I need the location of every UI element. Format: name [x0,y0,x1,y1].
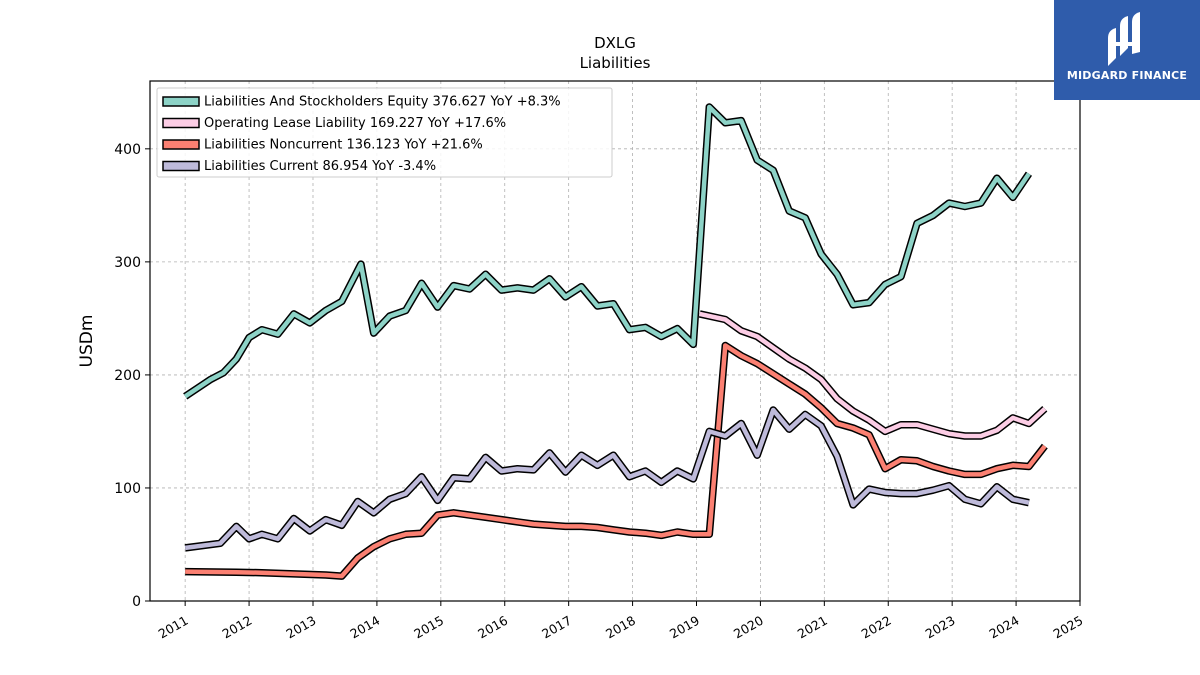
legend: Liabilities And Stockholders Equity 376.… [156,87,613,178]
legend-swatch [162,117,200,129]
midgard-finance-logo: MIDGARD FINANCE [1054,0,1200,100]
series-line-3 [184,406,1030,552]
y-tick-label: 200 [114,368,141,384]
series-layer [183,103,1048,580]
x-tick-label: 2013 [283,613,318,642]
legend-label: Liabilities Current 86.954 YoY -3.4% [204,159,436,174]
x-tick-label: 2018 [603,613,638,642]
x-tick-label: 2017 [539,613,574,642]
y-axis: 0 100 200 300 400 [114,142,150,610]
series-line-2 [185,341,1048,580]
plot-frame [149,80,1081,602]
x-tick-label: 2021 [795,613,830,642]
y-axis-label: USDm [77,315,97,368]
series-stroke [184,407,1030,551]
series-line-1 [698,310,1048,440]
series-stroke [185,343,1047,579]
y-tick-label: 100 [114,481,141,497]
logo-text: MIDGARD FINANCE [1066,69,1188,82]
legend-label: Liabilities And Stockholders Equity 376.… [204,95,561,110]
x-tick-label: 2016 [475,613,510,642]
legend-label: Operating Lease Liability 169.227 YoY +1… [204,116,506,131]
legend-swatch [162,139,200,150]
y-tick-label: 400 [114,142,141,158]
x-tick-label: 2019 [667,613,702,642]
x-tick-label: 2015 [411,613,446,642]
legend-item: Liabilities And Stockholders Equity 376.… [162,95,561,110]
legend-item: Liabilities Noncurrent 136.123 YoY +21.6… [162,138,483,153]
chart-subtitle: Liabilities [580,54,651,72]
chart-title: DXLG [594,34,636,52]
y-tick-label: 300 [114,255,141,271]
legend-box [156,87,613,178]
x-tick-label: 2012 [220,613,255,642]
x-tick-label: 2011 [156,613,191,642]
legend-swatch [162,160,200,172]
x-tick-label: 2014 [347,613,382,642]
series-stroke [699,311,1047,439]
series-line-0 [183,103,1033,400]
logo-mark-icon [1108,12,1140,66]
x-tick-label: 2023 [923,613,958,642]
x-tick-label: 2022 [859,613,894,642]
legend-label: Liabilities Noncurrent 136.123 YoY +21.6… [204,138,483,153]
x-tick-label: 2025 [1050,613,1085,642]
legend-item: Operating Lease Liability 169.227 YoY +1… [162,116,506,131]
x-tick-label: 2020 [731,613,766,642]
series-stroke [183,104,1031,399]
legend-item: Liabilities Current 86.954 YoY -3.4% [162,159,436,174]
legend-swatch [162,96,200,107]
x-axis: 2011 2012 2013 2014 2015 2016 2017 2018 2019 2020… [156,601,1086,642]
x-tick-label: 2024 [987,613,1022,642]
y-tick-label: 0 [132,594,141,610]
